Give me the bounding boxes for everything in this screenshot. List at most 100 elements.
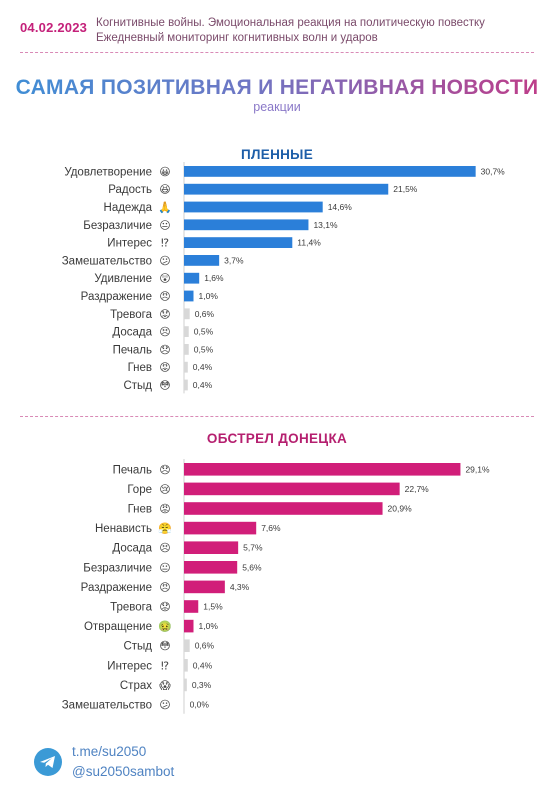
value-label: 3,7%: [224, 255, 244, 265]
emotion-icon: 😡: [159, 361, 170, 374]
value-label: 0,5%: [194, 344, 214, 354]
category-label: Ненависть: [95, 523, 152, 535]
value-label: 1,5%: [203, 602, 223, 612]
header-subtitle: Когнитивные войны. Эмоциональная реакция…: [96, 16, 485, 46]
value-label: 0,5%: [194, 327, 214, 337]
value-label: 4,3%: [230, 582, 250, 592]
emotion-icon: 😆: [159, 183, 170, 196]
bar: [184, 326, 189, 337]
bar: [184, 272, 200, 284]
category-label: Удовлетворение: [64, 166, 152, 178]
value-label: 22,7%: [405, 484, 430, 494]
category-label: Тревога: [110, 602, 152, 614]
telegram-bot-link[interactable]: @su2050sambot: [72, 764, 175, 779]
emotion-icon: 😐: [159, 219, 170, 232]
category-label: Надежда: [104, 202, 153, 214]
subtitle-line-1: Когнитивные войны. Эмоциональная реакция…: [96, 17, 485, 29]
emotion-icon: 😣: [159, 542, 170, 555]
bar: [184, 541, 239, 554]
value-label: 13,1%: [313, 220, 338, 230]
bar: [184, 678, 187, 692]
category-label: Стыд: [123, 380, 152, 392]
telegram-icon[interactable]: [34, 748, 62, 776]
bar: [184, 502, 383, 515]
value-label: 5,7%: [243, 543, 263, 553]
emotion-icon: 😳: [159, 379, 170, 392]
bar: [184, 166, 476, 177]
value-label: 0,4%: [193, 380, 213, 390]
page-subtitle: реакции: [253, 100, 301, 114]
emotion-icon: 😡: [159, 503, 170, 516]
emotion-icon: 😤: [158, 522, 172, 535]
value-label: 5,6%: [242, 562, 262, 572]
bar: [184, 463, 461, 476]
value-label: 1,0%: [199, 291, 219, 301]
category-label: Досада: [112, 543, 152, 555]
chart-1-title: ПЛЕННЫЕ: [241, 147, 313, 162]
value-label: 0,6%: [195, 309, 215, 319]
category-label: Безразличие: [83, 562, 152, 574]
telegram-channel-link[interactable]: t.me/su2050: [72, 744, 147, 759]
emotion-icon: 😲: [159, 272, 170, 285]
emotion-icon: 😣: [159, 326, 170, 339]
category-label: Горе: [127, 484, 152, 496]
chart-donetsk-shelling: Печаль 😞 29,1% Горе 😢 22,7% Гнев 😡 20,9% Ненавист…: [62, 459, 490, 714]
emotion-icon: 🙏: [158, 201, 172, 214]
page-title: САМАЯ ПОЗИТИВНАЯ И НЕГАТИВНАЯ НОВОСТИ: [0, 76, 554, 100]
bar: [184, 580, 225, 594]
category-label: Страх: [120, 680, 152, 692]
bar: [184, 219, 309, 231]
bar: [184, 698, 185, 711]
section-divider: [20, 416, 534, 417]
value-label: 0,3%: [192, 680, 212, 690]
value-label: 14,6%: [328, 202, 353, 212]
bar: [184, 290, 194, 302]
bar: [184, 659, 188, 672]
subtitle-line-2: Ежедневный мониторинг когнитивных волн и…: [96, 32, 378, 44]
emotion-icon: 😳: [159, 640, 170, 653]
category-label: Интерес: [107, 238, 152, 250]
value-label: 1,0%: [199, 621, 219, 631]
value-label: 0,4%: [193, 660, 213, 670]
category-label: Тревога: [110, 309, 152, 321]
chart-captives: Удовлетворение 😀 30,7% Радость 😆 21,5% Надежда…: [62, 162, 506, 394]
emotion-icon: ⁉: [161, 659, 169, 672]
emotion-icon: 😕: [159, 699, 170, 712]
value-label: 7,6%: [261, 523, 281, 533]
category-label: Печаль: [113, 464, 152, 476]
value-label: 21,5%: [393, 184, 418, 194]
bar: [184, 361, 188, 373]
emotion-icon: 😐: [159, 561, 170, 574]
bar: [184, 237, 293, 248]
emotion-icon: 😠: [159, 581, 170, 594]
bar: [184, 482, 400, 496]
bar: [184, 308, 190, 320]
chart-2-title: ОБСТРЕЛ ДОНЕЦКА: [206, 431, 348, 446]
footer: t.me/su2050 @su2050sambot: [34, 744, 334, 788]
bar: [184, 201, 323, 213]
bar: [184, 639, 190, 652]
bar: [184, 619, 194, 633]
emotion-icon: 😞: [159, 463, 170, 476]
category-label: Радость: [108, 184, 152, 196]
bar: [184, 561, 238, 574]
report-date: 04.02.2023: [20, 20, 88, 35]
bar: [184, 379, 188, 391]
category-label: Удивление: [94, 273, 152, 285]
bar: [184, 255, 220, 266]
category-label: Гнев: [128, 362, 152, 374]
bar: [184, 521, 257, 535]
value-label: 30,7%: [481, 166, 506, 176]
emotion-icon: 😕: [159, 254, 170, 267]
category-label: Гнев: [128, 504, 152, 516]
emotion-icon: 😠: [159, 290, 170, 303]
header: 04.02.2023 Когнитивные войны. Эмоциональ…: [20, 16, 540, 56]
header-divider: [20, 52, 534, 53]
emotion-icon: 😞: [159, 343, 170, 356]
emotion-icon: 😢: [159, 483, 170, 496]
emotion-icon: 😟: [159, 308, 170, 321]
emotion-icon: ⁉: [161, 237, 169, 250]
value-label: 0,0%: [190, 700, 210, 710]
category-label: Интерес: [107, 660, 152, 672]
emotion-icon: 😱: [159, 679, 171, 692]
